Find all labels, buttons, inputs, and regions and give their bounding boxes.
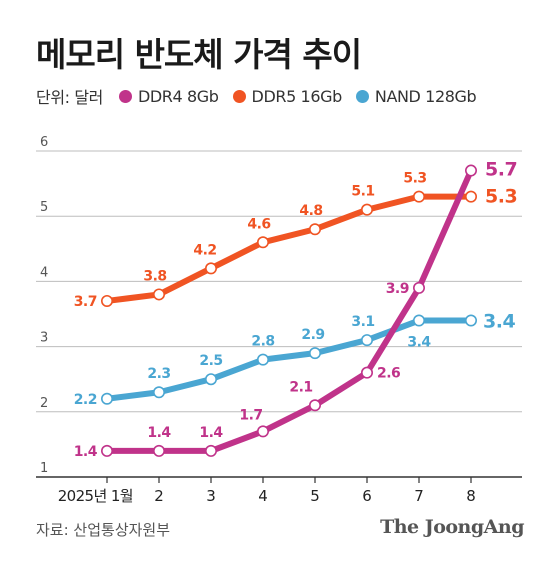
data-point <box>256 425 269 438</box>
data-label: 3.4 <box>407 335 431 351</box>
series-line <box>104 167 474 454</box>
data-point <box>360 366 373 379</box>
series-ddr5-16gb: 3.7 3.8 4.2 4.6 4.8 5.1 5.3 5.3 <box>74 171 518 310</box>
x-tick-label: 8 <box>466 487 476 505</box>
data-point <box>101 392 114 405</box>
series-line <box>104 193 474 304</box>
y-tick-label: 4 <box>40 265 48 280</box>
data-point <box>308 223 321 236</box>
data-label: 1.4 <box>199 425 223 441</box>
data-point <box>464 314 477 327</box>
data-label: 5.7 <box>485 159 517 181</box>
legend-swatch-nand <box>355 89 369 103</box>
data-point <box>153 444 166 457</box>
data-label: 2.5 <box>199 353 222 369</box>
data-point <box>256 236 269 249</box>
data-label: 2.2 <box>74 392 97 408</box>
legend-label-ddr4: DDR4 8Gb <box>137 86 219 106</box>
data-point <box>256 353 269 366</box>
data-point <box>153 288 166 301</box>
data-point <box>205 444 218 457</box>
x-tick-label: 2 <box>154 487 164 505</box>
data-point <box>308 347 321 360</box>
x-tick-label: 7 <box>414 487 424 505</box>
x-tick-label: 3 <box>206 487 216 505</box>
data-label: 5.3 <box>485 186 517 208</box>
data-label: 2.9 <box>301 327 324 343</box>
data-point <box>412 314 425 327</box>
data-point <box>360 203 373 216</box>
x-tick-label: 5 <box>310 487 320 505</box>
legend-item-ddr5: DDR5 16Gb <box>232 86 343 106</box>
data-point <box>205 262 218 275</box>
legend: 단위: 달러 DDR4 8Gb DDR5 16Gb NAND 128Gb <box>36 84 490 108</box>
data-point <box>308 399 321 412</box>
data-label: 5.3 <box>403 171 426 187</box>
y-tick-label: 3 <box>40 331 48 346</box>
brand-logo: The JoongAng <box>380 516 524 538</box>
data-point <box>101 294 114 307</box>
data-label: 2.6 <box>377 366 400 382</box>
data-label: 3.9 <box>386 281 409 297</box>
series-ddr4-8gb: 1.4 1.4 1.4 1.7 2.1 2.6 3.9 5.7 <box>74 159 518 460</box>
legend-item-nand: NAND 128Gb <box>355 86 477 106</box>
data-label: 3.4 <box>483 311 515 333</box>
legend-label-nand: NAND 128Gb <box>374 86 477 106</box>
legend-label-ddr5: DDR5 16Gb <box>251 86 343 106</box>
data-label: 1.4 <box>74 444 98 460</box>
unit-label: 단위: 달러 <box>36 88 103 107</box>
data-point <box>153 386 166 399</box>
data-point <box>464 164 477 177</box>
data-label: 3.1 <box>351 314 374 330</box>
data-point <box>205 373 218 386</box>
data-label: 4.2 <box>193 242 216 258</box>
series-nand-128gb: 2.2 2.3 2.5 2.8 2.9 3.1 3.4 3.4 <box>74 311 516 408</box>
data-point <box>101 444 114 457</box>
x-tick-label: 6 <box>362 487 372 505</box>
data-label: 2.3 <box>147 366 170 382</box>
y-tick-label: 6 <box>40 135 48 150</box>
data-label: 3.8 <box>143 268 166 284</box>
data-label: 2.8 <box>251 334 274 350</box>
data-point <box>412 281 425 294</box>
legend-item-ddr4: DDR4 8Gb <box>118 86 219 106</box>
y-tick-label: 5 <box>40 200 48 215</box>
x-tick-label: 2025년 1월 <box>58 487 133 505</box>
data-label: 1.7 <box>239 407 262 423</box>
data-point <box>464 190 477 203</box>
data-point <box>412 190 425 203</box>
data-label: 5.1 <box>351 184 374 200</box>
legend-swatch-ddr4 <box>118 89 132 103</box>
data-label: 4.8 <box>299 203 322 219</box>
source-note: 자료: 산업통상자원부 <box>36 521 171 539</box>
data-label: 4.6 <box>247 216 270 232</box>
chart-title: 메모리 반도체 가격 추이 <box>36 35 362 74</box>
legend-swatch-ddr5 <box>232 89 246 103</box>
data-label: 1.4 <box>147 425 171 441</box>
data-label: 3.7 <box>74 294 97 310</box>
data-point <box>360 334 373 347</box>
y-tick-label: 2 <box>40 396 48 411</box>
gridlines <box>36 150 522 413</box>
series-line <box>104 317 474 402</box>
x-tick-label: 4 <box>258 487 268 505</box>
y-tick-label: 1 <box>40 461 48 476</box>
data-label: 2.1 <box>289 379 312 395</box>
